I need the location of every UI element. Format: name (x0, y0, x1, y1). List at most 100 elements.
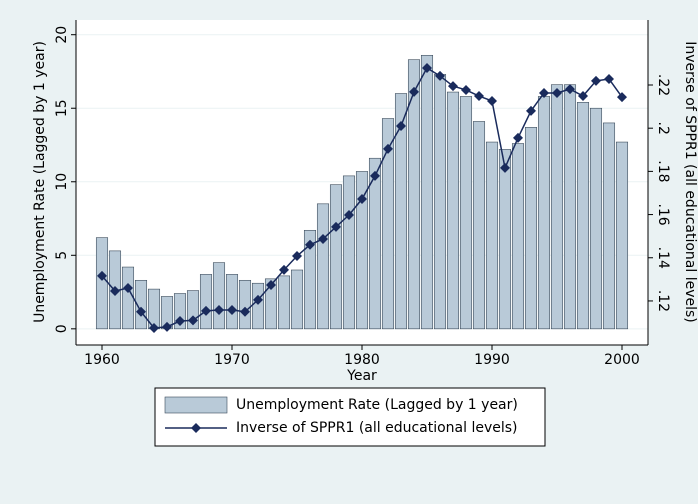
marker (474, 91, 484, 102)
marker (604, 73, 614, 84)
bar (95, 237, 109, 330)
y-tick-label: 20 (54, 26, 70, 44)
marker (240, 306, 250, 317)
bar (290, 269, 304, 330)
x-tick-label: 1970 (214, 352, 250, 368)
marker (409, 86, 419, 97)
marker (110, 286, 120, 297)
marker (136, 306, 146, 317)
bar (381, 118, 395, 330)
marker (357, 194, 367, 205)
y-tick-label: 0 (54, 324, 70, 333)
y-tick-label: 15 (54, 99, 70, 117)
marker (188, 315, 198, 326)
marker (227, 305, 237, 316)
bar (264, 278, 278, 330)
bar (173, 293, 187, 330)
bar (225, 274, 239, 330)
x-axis-label: Year (346, 368, 377, 384)
marker (617, 92, 627, 103)
marker (487, 95, 497, 106)
bar (251, 282, 265, 330)
bar (212, 262, 226, 330)
marker (162, 321, 172, 332)
marker (552, 87, 562, 98)
marker (526, 105, 536, 116)
y2-axis-label: Inverse of SPPR1 (all educational levels… (682, 41, 698, 323)
y2-tick-label: .12 (655, 290, 671, 312)
marker (461, 84, 471, 95)
marker (97, 270, 107, 281)
x-tick-label: 2000 (604, 352, 640, 368)
marker (279, 264, 289, 275)
y2-tick-label: .22 (655, 74, 671, 96)
marker (292, 251, 302, 262)
bar (186, 290, 200, 330)
marker (305, 239, 315, 250)
bar (576, 102, 590, 330)
legend-label: Unemployment Rate (Lagged by 1 year) (236, 397, 518, 413)
bar (134, 279, 148, 330)
bar (121, 266, 135, 330)
y2-tick-label: .2 (655, 122, 671, 135)
bar (407, 59, 421, 330)
bar (511, 143, 525, 330)
marker (175, 316, 185, 327)
bar (303, 229, 317, 330)
bar (446, 91, 460, 330)
marker (344, 210, 354, 220)
marker (448, 81, 458, 92)
bar (615, 141, 629, 330)
bar (550, 84, 564, 330)
bar (368, 157, 382, 330)
bar (459, 96, 473, 330)
bar (316, 203, 330, 330)
legend-marker (191, 423, 201, 433)
marker (565, 84, 575, 95)
bar (420, 54, 434, 330)
marker (123, 282, 133, 293)
y-axis-label: Unemployment Rate (Lagged by 1 year) (32, 41, 48, 323)
y2-tick-label: .14 (655, 247, 671, 269)
marker (253, 294, 263, 305)
x-tick-label: 1960 (84, 352, 120, 368)
marker (422, 62, 432, 73)
bar (498, 149, 512, 330)
marker (578, 91, 588, 102)
marker (266, 279, 276, 290)
bar (524, 127, 538, 330)
bar (563, 84, 577, 330)
marker (396, 121, 406, 132)
marker (383, 143, 393, 154)
bar (238, 279, 252, 330)
bar (329, 184, 343, 330)
bar (537, 96, 551, 330)
bar (433, 74, 447, 330)
marker (370, 170, 380, 181)
marker (318, 233, 328, 244)
bar (589, 107, 603, 330)
bar (485, 141, 499, 330)
marker (435, 70, 445, 81)
bar (277, 275, 291, 330)
y-tick-label: 10 (54, 173, 70, 191)
y2-tick-label: .18 (655, 160, 671, 182)
marker (513, 132, 523, 143)
marker (591, 75, 601, 86)
bar (472, 121, 486, 330)
marker (539, 87, 549, 98)
bar (342, 175, 356, 330)
marker (500, 162, 510, 173)
marker (214, 305, 224, 316)
legend-swatch (164, 396, 228, 414)
legend-label: Inverse of SPPR1 (all educational levels… (236, 420, 518, 436)
marker (331, 221, 341, 232)
y2-tick-label: .16 (655, 203, 671, 225)
y-tick-label: 5 (54, 251, 70, 260)
marker (149, 322, 159, 333)
bar (394, 93, 408, 330)
x-tick-label: 1980 (344, 352, 380, 368)
bar (199, 274, 213, 330)
x-tick-label: 1990 (474, 352, 510, 368)
